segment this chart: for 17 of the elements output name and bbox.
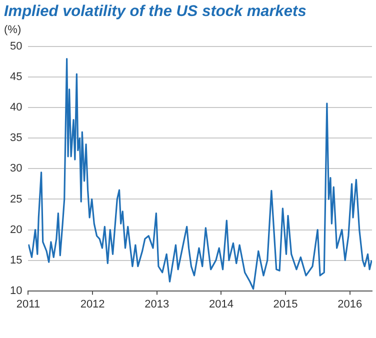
y-tick-label: 45 — [10, 71, 22, 84]
y-tick-label: 20 — [10, 224, 22, 236]
y-tick-label: 40 — [10, 102, 22, 114]
y-tick-label: 30 — [10, 162, 22, 175]
y-tick-label: 35 — [10, 132, 22, 144]
x-tick-label: 2012 — [80, 298, 105, 310]
x-tick-label: 2014 — [208, 298, 234, 310]
x-tick-label: 2011 — [16, 298, 40, 310]
x-tick-label: 2016 — [338, 298, 362, 310]
x-tick-label: 2015 — [273, 298, 298, 310]
chart-title: Implied volatility of the US stock markets — [4, 3, 306, 21]
y-tick-label: 15 — [10, 254, 22, 266]
y-tick-label: 50 — [10, 40, 22, 53]
x-tick-label: 2013 — [144, 298, 170, 310]
y-tick-label: 25 — [10, 193, 22, 206]
y-axis-title: (%) — [4, 24, 22, 36]
y-tick-label: 10 — [10, 284, 22, 297]
